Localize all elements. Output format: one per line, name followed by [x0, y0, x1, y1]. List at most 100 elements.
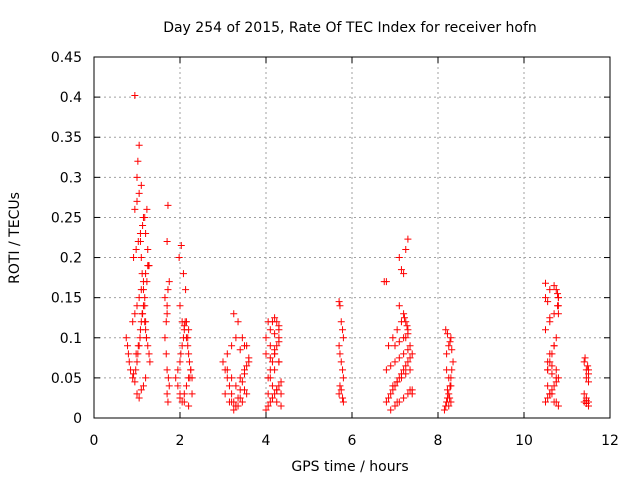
data-point — [544, 358, 552, 366]
y-tick-labels: 0 0.05 0.1 0.15 0.2 0.25 0.3 0.35 0.4 0.45 — [51, 50, 82, 427]
data-point — [337, 318, 345, 326]
data-point — [234, 318, 242, 326]
data-point — [445, 390, 453, 398]
data-point — [268, 358, 276, 366]
data-point — [129, 318, 137, 326]
data-point — [404, 235, 412, 243]
data-point — [585, 378, 592, 386]
data-point — [133, 197, 141, 205]
y-tick-label: 0.2 — [60, 251, 82, 267]
data-point — [395, 254, 403, 262]
data-point — [336, 302, 344, 310]
data-point — [443, 350, 451, 358]
data-point — [391, 342, 399, 350]
data-point — [176, 394, 184, 402]
data-point — [129, 374, 137, 382]
data-point — [542, 294, 549, 302]
data-point — [132, 366, 140, 374]
data-points — [122, 92, 592, 414]
x-tick-label: 2 — [176, 433, 185, 449]
data-point — [408, 390, 416, 398]
data-point — [174, 366, 182, 374]
data-point — [164, 286, 172, 294]
data-point — [130, 254, 138, 262]
data-point — [241, 366, 248, 374]
data-point — [544, 366, 552, 374]
data-point — [133, 302, 141, 310]
data-point — [137, 386, 145, 394]
data-point — [336, 350, 344, 358]
data-point — [548, 370, 556, 378]
data-point — [339, 366, 347, 374]
data-point — [139, 286, 147, 294]
data-point — [142, 229, 150, 237]
data-point — [130, 370, 138, 378]
data-point — [552, 334, 560, 342]
data-point — [180, 398, 188, 406]
data-point — [582, 396, 590, 404]
data-point — [245, 358, 253, 366]
data-point — [339, 374, 347, 382]
data-point — [397, 266, 405, 274]
data-point — [138, 270, 146, 278]
data-point — [542, 398, 549, 406]
data-point — [143, 278, 151, 286]
data-point — [271, 350, 279, 358]
data-point — [404, 346, 412, 354]
data-point — [554, 402, 562, 410]
data-point — [335, 342, 343, 350]
data-point — [266, 374, 274, 382]
data-point — [266, 326, 274, 334]
y-tick-label: 0.25 — [51, 210, 82, 226]
data-point — [382, 366, 390, 374]
data-point — [336, 382, 344, 390]
data-point — [443, 386, 451, 394]
data-point — [552, 366, 560, 374]
data-point — [145, 262, 153, 270]
data-point — [136, 238, 144, 246]
data-point — [400, 310, 408, 318]
data-point — [443, 330, 451, 338]
data-point — [277, 402, 285, 410]
data-point — [400, 270, 408, 278]
y-tick-label: 0.3 — [60, 170, 82, 186]
data-point — [406, 342, 414, 350]
x-tick-labels: 0 2 4 6 8 10 12 — [90, 433, 619, 449]
data-point — [161, 334, 169, 342]
data-point — [271, 390, 279, 398]
data-point — [164, 398, 172, 406]
data-point — [241, 386, 248, 394]
data-point — [544, 382, 552, 390]
data-point — [133, 390, 141, 398]
data-point — [131, 378, 139, 386]
data-point — [402, 318, 410, 326]
data-point — [131, 92, 139, 100]
data-point — [400, 366, 408, 374]
data-point — [449, 358, 457, 366]
data-point — [179, 270, 187, 278]
x-axis-title: GPS time / hours — [291, 459, 408, 475]
data-point — [232, 334, 240, 342]
data-point — [339, 334, 347, 342]
data-point — [236, 346, 244, 354]
data-point — [163, 310, 171, 318]
data-point — [182, 286, 190, 294]
data-point — [542, 326, 549, 334]
y-tick-label: 0.1 — [60, 331, 82, 347]
y-tick-label: 0.4 — [60, 90, 82, 106]
data-point — [552, 286, 560, 294]
data-point — [163, 390, 171, 398]
data-point — [228, 342, 236, 350]
data-point — [176, 302, 184, 310]
data-point — [137, 254, 145, 262]
data-point — [135, 189, 143, 197]
data-point — [142, 374, 150, 382]
data-point — [124, 350, 132, 358]
data-point — [228, 398, 236, 406]
data-point — [335, 390, 343, 398]
data-point — [382, 398, 390, 406]
data-point — [393, 378, 401, 386]
data-point — [400, 334, 408, 342]
y-tick-label: 0.35 — [51, 130, 82, 146]
